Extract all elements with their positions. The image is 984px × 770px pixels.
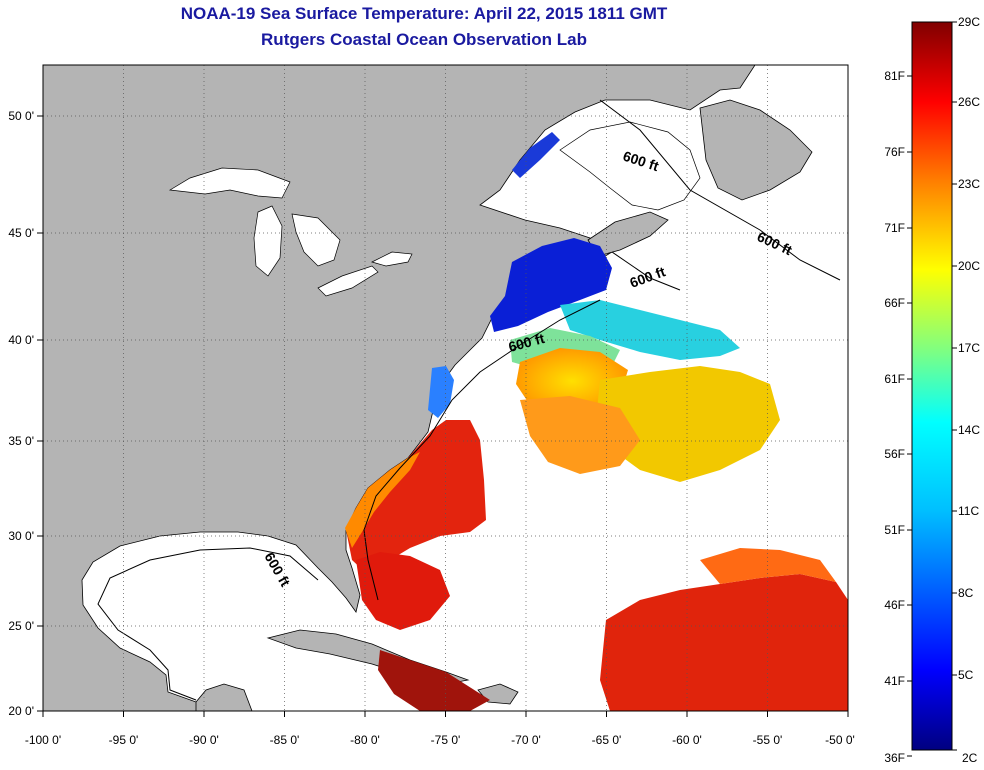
lat-label-25n: 25 0'	[8, 619, 34, 633]
lat-label-40n: 40 0'	[8, 333, 34, 347]
cb-fahrenheit-71: 71F	[884, 221, 905, 235]
lat-label-50n: 50 0'	[8, 109, 34, 123]
latitude-labels: 50 0' 45 0' 40 0' 35 0' 30 0' 25 0' 20 0…	[8, 109, 34, 718]
colorbar-ticks	[907, 21, 957, 757]
cb-fahrenheit-41: 41F	[884, 674, 905, 688]
sst-slope-teal	[560, 300, 740, 360]
lon-label-70w: -70 0'	[511, 733, 541, 747]
lake-michigan	[253, 205, 283, 277]
lon-label-60w: -60 0'	[672, 733, 702, 747]
sst-hatteras-cold	[428, 366, 454, 418]
lon-label-100w: -100 0'	[25, 733, 61, 747]
lat-label-20n: 20 0'	[8, 704, 34, 718]
cb-celsius-2: 2C	[962, 751, 978, 765]
lon-label-65w: -65 0'	[592, 733, 622, 747]
lat-label-30n: 30 0'	[8, 529, 34, 543]
sst-sargasso-orange	[700, 548, 836, 584]
lat-label-35n: 35 0'	[8, 434, 34, 448]
lat-label-45n: 45 0'	[8, 226, 34, 240]
sst-gulf-stream	[346, 420, 486, 575]
sst-caribbean-darkred	[378, 650, 490, 711]
cb-fahrenheit-51: 51F	[884, 523, 905, 537]
lon-label-85w: -85 0'	[270, 733, 300, 747]
cb-celsius-23: 23C	[958, 177, 980, 191]
lon-label-80w: -80 0'	[350, 733, 380, 747]
lake-erie	[317, 265, 379, 297]
contour-600ft-atlantic	[363, 99, 841, 601]
longitude-labels: -100 0' -95 0' -90 0' -85 0' -80 0' -75 …	[25, 733, 855, 747]
colorbar-celsius-labels: 29C 26C 23C 20C 17C 14C 11C 8C 5C 2C	[958, 15, 980, 765]
cb-fahrenheit-46: 46F	[884, 598, 905, 612]
lake-ontario	[371, 251, 413, 267]
cb-celsius-29: 29C	[958, 15, 980, 29]
cb-fahrenheit-61: 61F	[884, 372, 905, 386]
colorbar-fahrenheit-labels: 81F 76F 71F 66F 61F 56F 51F 46F 41F 36F	[884, 69, 905, 765]
sst-central-yellow	[596, 366, 780, 482]
contour-600ft-gulf	[97, 547, 319, 701]
lon-label-95w: -95 0'	[109, 733, 139, 747]
yucatan-land	[195, 683, 253, 711]
sst-coastal-orange	[345, 452, 420, 548]
sst-st-lawrence-cold	[512, 132, 560, 178]
cb-celsius-20: 20C	[958, 259, 980, 273]
cb-fahrenheit-81: 81F	[884, 69, 905, 83]
cb-celsius-26: 26C	[958, 95, 980, 109]
lake-superior	[168, 167, 291, 199]
cb-fahrenheit-66: 66F	[884, 296, 905, 310]
lon-label-75w: -75 0'	[431, 733, 461, 747]
cb-celsius-5: 5C	[958, 668, 974, 682]
sst-orange-band	[520, 396, 640, 474]
cb-celsius-17: 17C	[958, 341, 980, 355]
cb-celsius-8: 8C	[958, 586, 974, 600]
sst-sargasso-red	[600, 574, 848, 711]
axis-ticks	[37, 115, 849, 717]
newfoundland-land	[699, 99, 813, 201]
cb-fahrenheit-36: 36F	[884, 751, 905, 765]
sst-gulf-of-maine	[490, 238, 612, 332]
lon-label-55w: -55 0'	[753, 733, 783, 747]
sst-bahamas-red	[356, 552, 450, 630]
north-america-land	[43, 65, 756, 711]
cb-celsius-14: 14C	[958, 423, 980, 437]
map-title: NOAA-19 Sea Surface Temperature: April 2…	[180, 4, 668, 23]
lon-label-50w: -50 0'	[825, 733, 855, 747]
cb-fahrenheit-56: 56F	[884, 447, 905, 461]
cb-fahrenheit-76: 76F	[884, 145, 905, 159]
colorbar	[911, 21, 953, 751]
lake-huron	[291, 213, 341, 267]
map-subtitle: Rutgers Coastal Ocean Observation Lab	[261, 30, 587, 49]
lon-label-90w: -90 0'	[189, 733, 219, 747]
cb-celsius-11: 11C	[958, 504, 979, 518]
